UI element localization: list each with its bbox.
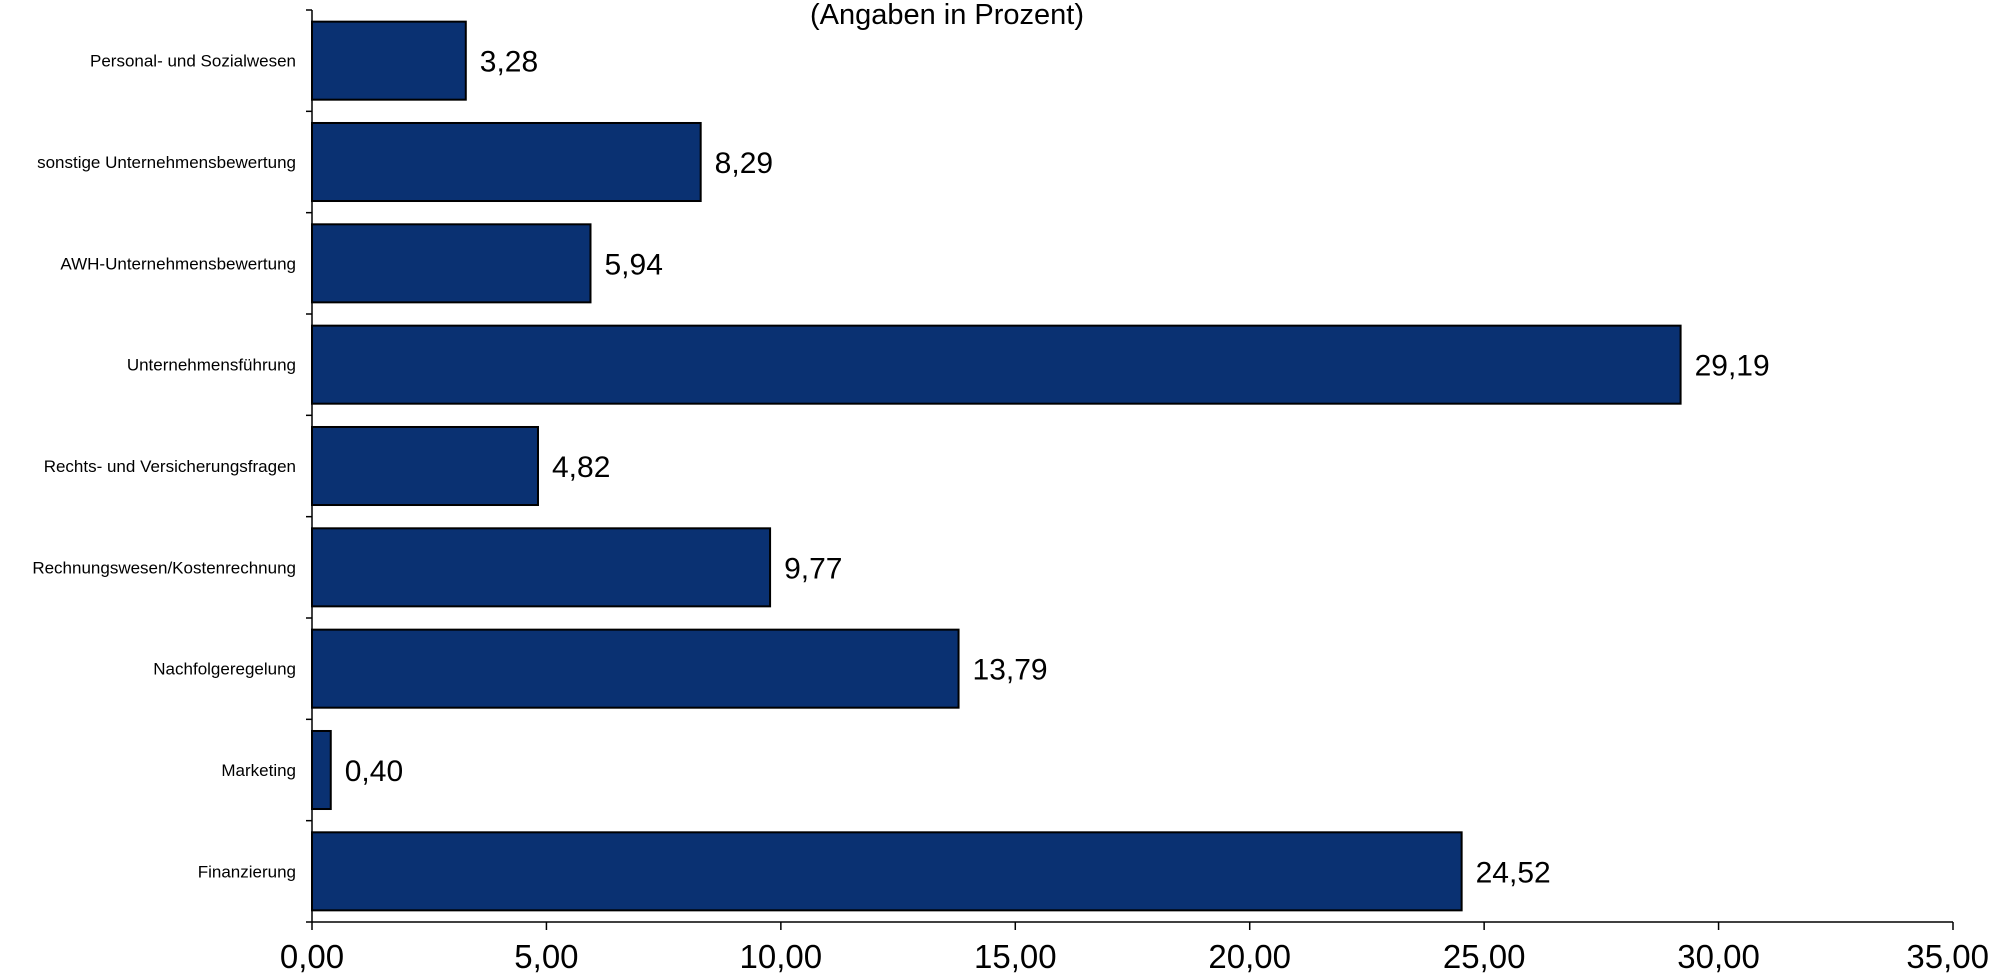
data-label-6: 5,94	[605, 248, 663, 281]
data-label-5: 29,19	[1695, 350, 1770, 383]
category-label-4: Rechts- und Versicherungsfragen	[44, 457, 296, 476]
x-tick-label-4: 20,00	[1208, 938, 1291, 974]
bar-6	[311, 223, 592, 304]
category-label-0: Finanzierung	[198, 862, 296, 881]
bar-2	[311, 628, 960, 709]
bar-3	[311, 527, 772, 608]
data-labels-layer: 24,52 0,40 13,79 9,77 4,82 29,19 5,94 8,29 3,28	[345, 46, 1770, 890]
x-tick-label-1: 5,00	[514, 938, 578, 974]
category-labels-layer: Finanzierung Marketing Nachfolgeregelung Re…	[32, 52, 296, 882]
category-label-5: Unternehmensführung	[127, 356, 296, 375]
category-label-1: Marketing	[221, 761, 296, 780]
data-label-8: 3,28	[480, 46, 538, 79]
x-tick-label-5: 25,00	[1443, 938, 1526, 974]
bar-5	[311, 324, 1682, 405]
category-label-8: Personal- und Sozialwesen	[90, 52, 296, 71]
chart-subtitle: (Angaben in Prozent)	[810, 0, 1084, 31]
bars-layer	[311, 20, 1682, 912]
category-label-3: Rechnungswesen/Kostenrechnung	[32, 558, 296, 577]
data-label-4: 4,82	[552, 451, 610, 484]
bar-8	[311, 20, 467, 101]
axes-layer: 0,00 5,00 10,00 15,00 20,00 25,00 30,00 35,00	[280, 9, 1989, 974]
data-label-2: 13,79	[973, 654, 1048, 687]
category-label-2: Nachfolgeregelung	[153, 660, 296, 679]
category-label-7: sonstige Unternehmensbewertung	[37, 153, 296, 172]
data-label-1: 0,40	[345, 755, 403, 788]
data-label-7: 8,29	[715, 147, 773, 180]
bar-0	[311, 831, 1463, 912]
x-tick-label-0: 0,00	[280, 938, 344, 974]
x-tick-label-3: 15,00	[974, 938, 1057, 974]
bar-1	[311, 729, 332, 811]
bar-7	[311, 121, 702, 203]
x-tick-label-6: 30,00	[1677, 938, 1760, 974]
x-tick-label-2: 10,00	[740, 938, 823, 974]
data-label-0: 24,52	[1476, 856, 1551, 889]
data-label-3: 9,77	[784, 552, 842, 585]
category-label-6: AWH-Unternehmensbewertung	[60, 254, 296, 273]
x-tick-label-7: 35,00	[1906, 938, 1989, 974]
bar-4	[311, 425, 539, 507]
